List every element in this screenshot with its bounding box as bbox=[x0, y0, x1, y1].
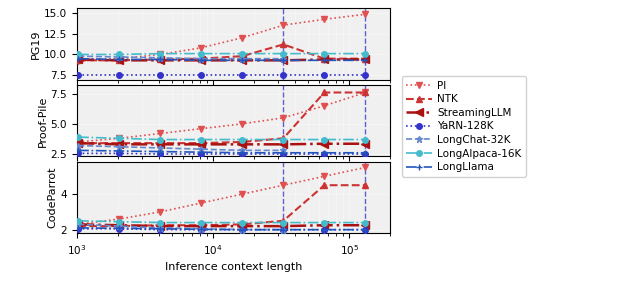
NTK bbox=[156, 58, 164, 61]
NTK bbox=[362, 57, 369, 60]
YaRN-128K bbox=[74, 73, 82, 76]
LongLlama bbox=[280, 59, 287, 62]
Line: NTK: NTK bbox=[75, 41, 369, 64]
Legend: PI, NTK, StreamingLLM, YaRN-128K, LongChat-32K, LongAlpaca-16K, LongLlama: PI, NTK, StreamingLLM, YaRN-128K, LongCh… bbox=[402, 76, 526, 176]
StreamingLLM bbox=[115, 59, 123, 62]
X-axis label: Inference context length: Inference context length bbox=[165, 262, 302, 272]
PI bbox=[115, 57, 123, 60]
LongAlpaca-16K bbox=[115, 53, 123, 56]
Line: LongChat-32K: LongChat-32K bbox=[75, 53, 287, 62]
NTK bbox=[280, 43, 287, 46]
LongAlpaca-16K bbox=[74, 53, 82, 56]
LongChat-32K bbox=[156, 56, 164, 60]
Line: LongAlpaca-16K: LongAlpaca-16K bbox=[76, 51, 368, 57]
LongAlpaca-16K bbox=[198, 52, 205, 55]
LongChat-32K bbox=[115, 55, 123, 59]
YaRN-128K bbox=[198, 73, 205, 76]
LongAlpaca-16K bbox=[156, 52, 164, 55]
LongChat-32K bbox=[198, 57, 205, 60]
PI bbox=[239, 36, 246, 39]
YaRN-128K bbox=[239, 73, 246, 76]
NTK bbox=[74, 59, 82, 62]
StreamingLLM bbox=[74, 58, 82, 61]
LongLlama bbox=[198, 59, 205, 62]
PI bbox=[198, 46, 205, 49]
LongLlama bbox=[239, 59, 246, 62]
YaRN-128K bbox=[280, 73, 287, 76]
PI bbox=[156, 53, 164, 56]
PI bbox=[74, 60, 82, 63]
Line: PI: PI bbox=[76, 12, 368, 64]
PI bbox=[321, 18, 328, 21]
LongAlpaca-16K bbox=[321, 52, 328, 55]
LongChat-32K bbox=[280, 57, 287, 60]
LongLlama bbox=[321, 59, 328, 62]
StreamingLLM bbox=[280, 59, 287, 62]
NTK bbox=[239, 55, 246, 58]
YaRN-128K bbox=[321, 73, 328, 76]
StreamingLLM bbox=[321, 58, 328, 61]
NTK bbox=[115, 59, 123, 62]
LongLlama bbox=[156, 58, 164, 61]
LongAlpaca-16K bbox=[239, 52, 246, 55]
StreamingLLM bbox=[156, 59, 164, 62]
PI bbox=[280, 24, 287, 27]
YaRN-128K bbox=[115, 73, 123, 76]
LongLlama bbox=[74, 57, 82, 60]
Line: StreamingLLM: StreamingLLM bbox=[74, 55, 369, 64]
Line: YaRN-128K: YaRN-128K bbox=[76, 72, 368, 77]
NTK bbox=[198, 57, 205, 60]
PI bbox=[362, 13, 369, 16]
StreamingLLM bbox=[239, 59, 246, 62]
NTK bbox=[321, 57, 328, 60]
Y-axis label: Proof-Pile: Proof-Pile bbox=[38, 95, 47, 146]
LongChat-32K bbox=[239, 57, 246, 60]
LongLlama bbox=[115, 58, 123, 61]
LongChat-32K bbox=[74, 55, 82, 58]
StreamingLLM bbox=[362, 58, 369, 61]
YaRN-128K bbox=[362, 73, 369, 76]
YaRN-128K bbox=[156, 73, 164, 76]
Y-axis label: CodeParrot: CodeParrot bbox=[47, 167, 58, 228]
LongAlpaca-16K bbox=[362, 52, 369, 55]
StreamingLLM bbox=[198, 59, 205, 62]
LongAlpaca-16K bbox=[280, 52, 287, 55]
LongLlama bbox=[362, 59, 369, 62]
Line: LongLlama: LongLlama bbox=[75, 55, 369, 64]
Y-axis label: PG19: PG19 bbox=[31, 29, 41, 59]
